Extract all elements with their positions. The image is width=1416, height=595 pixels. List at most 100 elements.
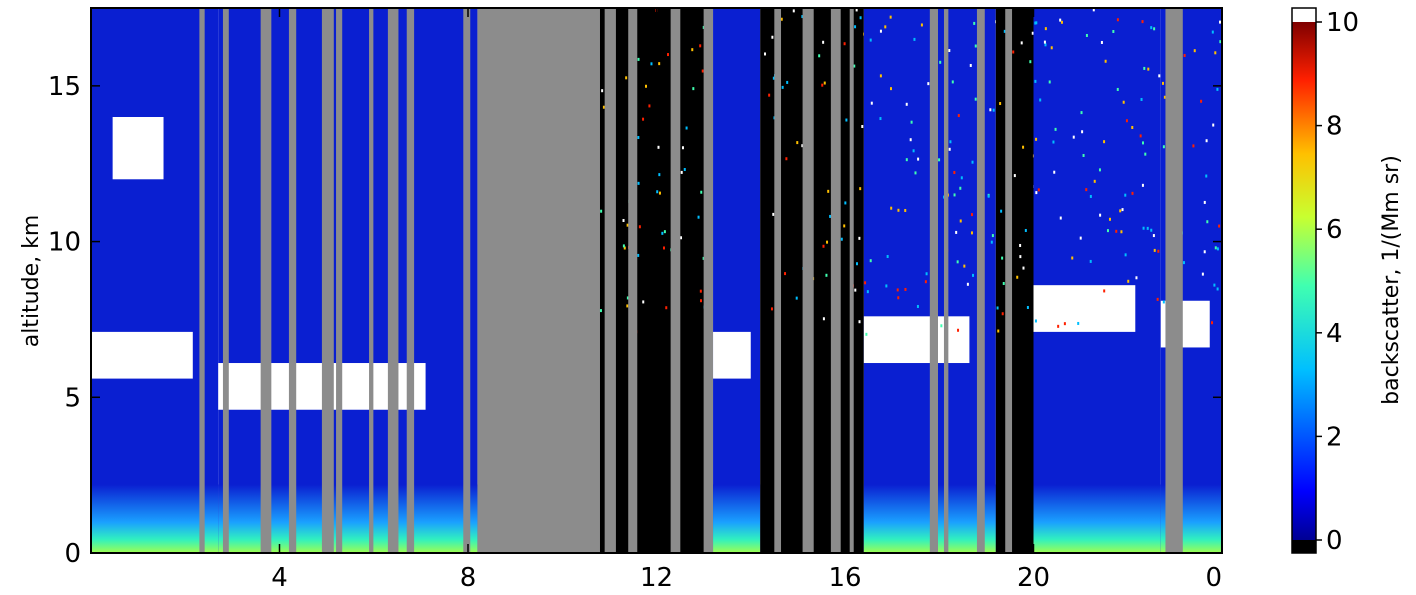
noise-speck bbox=[969, 63, 972, 67]
noise-speck bbox=[599, 309, 602, 313]
no-data-stripe bbox=[774, 8, 782, 553]
cloud-layer bbox=[863, 316, 970, 364]
noise-speck bbox=[1125, 119, 1128, 123]
colorbar-tick-label: 4 bbox=[1326, 319, 1343, 349]
noise-speck bbox=[904, 208, 907, 212]
noise-speck bbox=[990, 240, 993, 244]
noise-speck bbox=[1147, 67, 1150, 71]
noise-speck bbox=[1063, 322, 1066, 326]
cirrus-cloud bbox=[112, 117, 164, 180]
noise-speck bbox=[680, 170, 683, 174]
noise-speck bbox=[683, 168, 686, 172]
noise-speck bbox=[701, 69, 704, 73]
noise-speck bbox=[801, 144, 804, 148]
noise-speck bbox=[1026, 305, 1029, 309]
noise-speck bbox=[1057, 324, 1060, 328]
noise-speck bbox=[955, 230, 958, 234]
boundary-layer bbox=[1033, 484, 1161, 553]
boundary-layer bbox=[218, 484, 478, 553]
segment-black bbox=[995, 8, 1034, 553]
noise-speck bbox=[658, 191, 661, 195]
noise-speck bbox=[665, 306, 668, 310]
x-tick-label: 8 bbox=[460, 563, 477, 593]
noise-speck bbox=[966, 282, 969, 286]
noise-speck bbox=[656, 190, 659, 194]
x-axis: 4 8 12 16 20 0 bbox=[271, 8, 1223, 593]
noise-speck bbox=[1139, 134, 1142, 138]
noise-speck bbox=[1085, 33, 1088, 37]
noise-speck bbox=[1116, 87, 1119, 91]
colorbar-under-patch bbox=[1292, 540, 1316, 553]
noise-speck bbox=[1000, 209, 1003, 213]
noise-speck bbox=[1043, 40, 1046, 44]
noise-speck bbox=[1039, 98, 1042, 102]
noise-speck bbox=[650, 62, 653, 66]
no-data-stripe bbox=[288, 8, 297, 553]
no-data-stripe bbox=[369, 8, 374, 553]
noise-speck bbox=[691, 48, 694, 52]
noise-speck bbox=[1153, 248, 1156, 252]
noise-speck bbox=[869, 259, 872, 263]
noise-speck bbox=[1206, 220, 1209, 224]
noise-speck bbox=[914, 171, 917, 175]
noise-speck bbox=[889, 15, 892, 19]
noise-speck bbox=[859, 16, 862, 20]
colorbar-tick-label: 0 bbox=[1326, 526, 1343, 556]
noise-speck bbox=[1141, 20, 1144, 24]
noise-speck bbox=[796, 141, 799, 145]
noise-speck bbox=[638, 225, 641, 229]
noise-speck bbox=[625, 76, 628, 80]
noise-speck bbox=[974, 97, 977, 101]
boundary-layer bbox=[91, 484, 219, 553]
noise-speck bbox=[1119, 209, 1122, 213]
noise-speck bbox=[1201, 272, 1204, 276]
x-tick-label: 4 bbox=[271, 563, 288, 593]
noise-speck bbox=[1053, 170, 1056, 174]
no-data-stripe bbox=[849, 8, 854, 553]
boundary-layer bbox=[713, 484, 761, 553]
noise-speck bbox=[1142, 141, 1145, 145]
noise-speck bbox=[925, 272, 928, 276]
no-data-stripe bbox=[463, 8, 471, 553]
no-data-stripe bbox=[802, 8, 814, 553]
noise-speck bbox=[858, 320, 861, 324]
noise-speck bbox=[1104, 59, 1107, 63]
noise-speck bbox=[905, 102, 908, 106]
noise-speck bbox=[781, 85, 784, 89]
noise-speck bbox=[1034, 21, 1037, 25]
noise-speck bbox=[1093, 179, 1096, 183]
no-data-stripe bbox=[830, 8, 841, 553]
noise-speck bbox=[843, 224, 846, 228]
noise-speck bbox=[960, 176, 963, 180]
noise-speck bbox=[699, 299, 702, 303]
noise-speck bbox=[1124, 193, 1127, 197]
y-tick-label: 5 bbox=[64, 383, 81, 413]
noise-speck bbox=[1112, 29, 1115, 33]
noise-speck bbox=[1103, 289, 1106, 293]
noise-speck bbox=[957, 328, 960, 332]
noise-speck bbox=[642, 300, 645, 304]
noise-speck bbox=[1182, 261, 1185, 265]
noise-speck bbox=[764, 52, 767, 56]
noise-speck bbox=[1121, 208, 1124, 212]
noise-speck bbox=[1001, 312, 1004, 316]
noise-speck bbox=[1131, 191, 1134, 195]
noise-speck bbox=[1219, 20, 1222, 24]
noise-speck bbox=[909, 138, 912, 142]
noise-speck bbox=[1211, 321, 1214, 325]
noise-speck bbox=[884, 25, 887, 29]
x-tick-label: 0 bbox=[1205, 563, 1222, 593]
noise-speck bbox=[1054, 127, 1057, 131]
noise-speck bbox=[1098, 325, 1101, 329]
noise-speck bbox=[662, 246, 665, 250]
noise-speck bbox=[1059, 18, 1062, 22]
noise-speck bbox=[970, 231, 973, 235]
noise-speck bbox=[1034, 319, 1037, 323]
noise-speck bbox=[1100, 40, 1103, 44]
noise-speck bbox=[1020, 41, 1023, 45]
noise-speck bbox=[658, 173, 661, 177]
segment-blue bbox=[1033, 8, 1161, 553]
noise-speck bbox=[889, 87, 892, 91]
noise-speck bbox=[1158, 74, 1161, 78]
noise-speck bbox=[1108, 217, 1111, 221]
